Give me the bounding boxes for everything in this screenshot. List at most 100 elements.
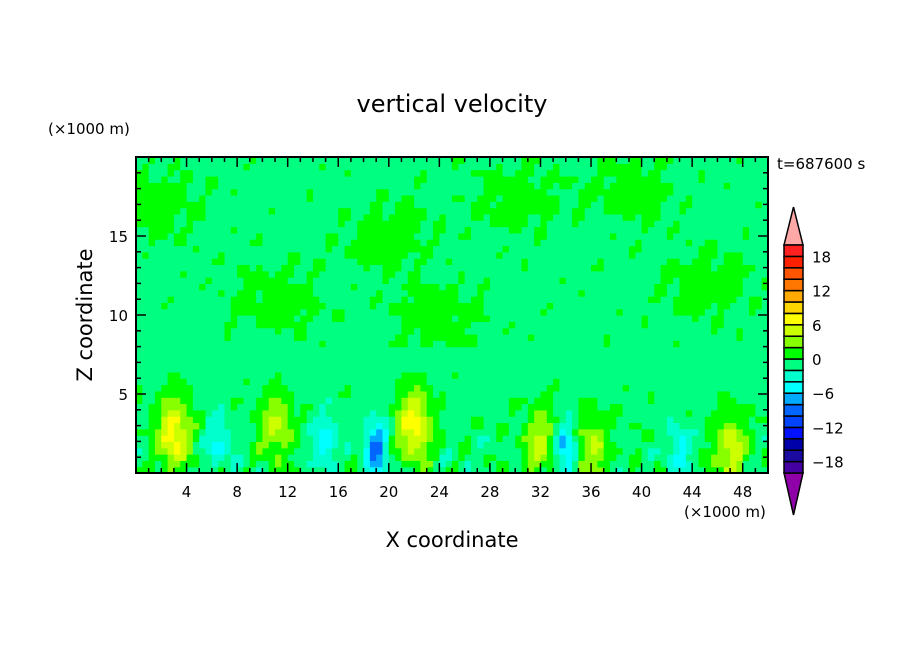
contour-cell	[559, 296, 567, 303]
contour-cell	[603, 245, 611, 253]
contour-cell	[338, 169, 346, 177]
contour-cell	[300, 289, 308, 297]
contour-cell	[572, 365, 579, 373]
contour-cell	[540, 428, 548, 436]
contour-cell	[281, 251, 289, 259]
contour-cell	[458, 422, 466, 430]
contour-cell	[521, 466, 529, 474]
contour-cell	[540, 220, 548, 228]
contour-cell	[641, 207, 649, 215]
contour-cell	[275, 213, 282, 221]
contour-cell	[591, 333, 598, 341]
contour-cell	[262, 441, 270, 449]
contour-cell	[262, 454, 270, 461]
contour-cell	[433, 163, 440, 171]
contour-cell	[268, 289, 276, 297]
contour-cell	[654, 409, 662, 417]
contour-cell	[736, 340, 744, 348]
contour-cell	[597, 315, 605, 322]
contour-cell	[508, 422, 516, 430]
contour-cell	[489, 232, 497, 240]
contour-cell	[199, 289, 207, 297]
contour-cell	[173, 428, 181, 436]
contour-cell	[534, 308, 542, 316]
contour-cell	[673, 194, 681, 202]
contour-cell	[559, 365, 567, 373]
contour-cell	[704, 239, 712, 247]
contour-cell	[426, 188, 434, 196]
contour-cell	[685, 384, 693, 392]
contour-cell	[704, 441, 712, 449]
contour-cell	[584, 277, 592, 284]
contour-cell	[496, 201, 504, 209]
contour-cell	[489, 258, 497, 266]
contour-cell	[199, 213, 207, 221]
contour-cell	[591, 251, 598, 259]
contour-cell	[692, 157, 700, 164]
contour-cell	[464, 207, 472, 215]
contour-cell	[635, 207, 643, 215]
contour-cell	[464, 251, 472, 259]
contour-cell	[414, 454, 421, 461]
contour-cell	[660, 239, 668, 247]
contour-cell	[628, 289, 636, 297]
contour-cell	[723, 384, 731, 392]
contour-cell	[635, 264, 643, 272]
contour-cell	[331, 441, 339, 449]
contour-cell	[199, 283, 207, 291]
contour-cell	[167, 460, 175, 468]
contour-cell	[287, 403, 295, 411]
contour-cell	[546, 365, 554, 373]
contour-cell	[262, 182, 270, 190]
contour-cell	[287, 207, 295, 215]
contour-cell	[148, 315, 156, 322]
contour-cell	[173, 378, 181, 386]
contour-cell	[591, 175, 598, 183]
contour-cell	[679, 321, 687, 329]
contour-cell	[666, 213, 674, 221]
contour-cell	[363, 308, 371, 316]
contour-cell	[508, 207, 516, 215]
contour-cell	[205, 226, 213, 234]
contour-cell	[180, 169, 188, 177]
contour-cell	[294, 239, 301, 247]
contour-cell	[275, 403, 282, 411]
contour-cell	[496, 435, 504, 442]
contour-cell	[622, 466, 630, 474]
contour-cell	[521, 359, 529, 367]
contour-cell	[230, 441, 238, 449]
contour-cell	[136, 251, 143, 259]
contour-cell	[445, 315, 453, 322]
contour-cell	[161, 270, 169, 278]
contour-cell	[243, 441, 251, 449]
contour-cell	[502, 315, 510, 322]
contour-cell	[452, 340, 459, 348]
contour-cell	[603, 409, 611, 417]
contour-cell	[603, 371, 611, 379]
contour-cell	[483, 333, 491, 341]
contour-cell	[344, 321, 352, 329]
contour-cell	[211, 182, 219, 190]
contour-cell	[470, 371, 478, 379]
contour-cell	[452, 232, 459, 240]
contour-cell	[521, 422, 529, 430]
contour-cell	[496, 277, 504, 284]
contour-cell	[749, 220, 756, 228]
contour-cell	[192, 321, 200, 329]
contour-cell	[363, 359, 371, 367]
contour-cell	[654, 466, 662, 474]
contour-cell	[730, 308, 737, 316]
contour-cell	[376, 416, 384, 424]
contour-cell	[192, 422, 200, 430]
contour-cell	[414, 340, 421, 348]
contour-cell	[464, 441, 472, 449]
contour-cell	[388, 277, 396, 284]
contour-cell	[730, 220, 737, 228]
contour-cell	[679, 308, 687, 316]
contour-cell	[761, 188, 769, 196]
contour-cell	[723, 289, 731, 297]
contour-cell	[262, 371, 270, 379]
contour-cell	[452, 333, 459, 341]
contour-cell	[572, 416, 579, 424]
contour-cell	[382, 258, 390, 266]
